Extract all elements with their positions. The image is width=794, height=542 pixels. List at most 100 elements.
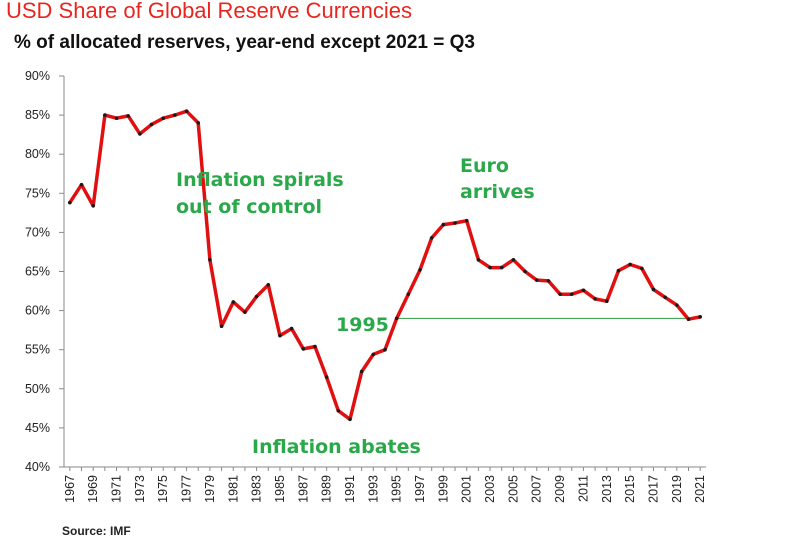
- data-point: [464, 218, 469, 223]
- y-tick-label: 60%: [25, 304, 50, 318]
- data-point: [289, 326, 294, 331]
- x-tick-label: 2021: [693, 475, 707, 503]
- x-tick-label: 1991: [343, 475, 357, 503]
- data-point: [558, 292, 562, 296]
- y-tick-label: 40%: [25, 460, 50, 474]
- data-point: [371, 352, 376, 357]
- x-tick-label: 1981: [226, 475, 240, 503]
- source-note: Source: IMF: [62, 524, 131, 538]
- data-point: [161, 116, 166, 121]
- x-tick-label: 2009: [553, 475, 567, 503]
- data-point: [488, 265, 492, 270]
- x-tick-label: 2019: [670, 475, 684, 503]
- data-point: [593, 297, 597, 301]
- data-point: [569, 292, 574, 296]
- data-point: [68, 200, 72, 205]
- data-point: [441, 222, 446, 227]
- data-point: [313, 344, 317, 349]
- x-tick-label: 1969: [86, 475, 100, 503]
- data-point: [406, 292, 411, 296]
- y-tick-label: 75%: [25, 186, 50, 200]
- data-point: [348, 417, 352, 422]
- data-point: [663, 295, 667, 300]
- data-point: [149, 122, 154, 127]
- data-point: [231, 300, 236, 304]
- data-point: [499, 265, 504, 270]
- data-point: [196, 121, 201, 125]
- data-point: [126, 114, 130, 118]
- x-tick-label: 1975: [156, 475, 170, 503]
- data-point: [184, 109, 189, 113]
- x-tick-label: 1971: [110, 475, 124, 503]
- x-tick-label: 2015: [623, 475, 637, 503]
- data-point: [266, 282, 271, 287]
- annotation-euro-arrives: arrives: [460, 181, 535, 203]
- data-point: [173, 113, 177, 117]
- annotation-inflation-abates: Inflation abates: [252, 436, 421, 458]
- x-tick-label: 2007: [530, 475, 544, 503]
- usd-share-line: [68, 109, 702, 422]
- data-point: [103, 113, 107, 117]
- data-point: [383, 347, 387, 352]
- x-tick-label: 1973: [133, 475, 147, 503]
- y-tick-label: 90%: [25, 69, 50, 83]
- x-tick-label: 1993: [366, 475, 380, 503]
- data-point: [675, 303, 679, 307]
- x-tick-label: 1995: [390, 475, 404, 503]
- data-point: [208, 257, 212, 262]
- chart-subtitle: % of allocated reserves, year-end except…: [14, 32, 476, 53]
- data-point: [476, 257, 481, 262]
- chart-title: USD Share of Global Reserve Currencies: [6, 0, 412, 23]
- data-point: [604, 299, 609, 304]
- data-point: [453, 221, 457, 225]
- data-point: [628, 262, 632, 267]
- data-point: [91, 204, 95, 208]
- x-tick-label: 1989: [320, 475, 334, 503]
- data-point: [278, 333, 282, 338]
- data-point: [79, 182, 84, 187]
- x-tick-label: 2001: [460, 475, 474, 503]
- x-tick-label: 2013: [600, 475, 614, 503]
- data-point: [429, 236, 434, 240]
- x-tick-label: 1985: [273, 475, 287, 503]
- data-point: [534, 278, 539, 282]
- annotation-inflation-spirals: out of control: [176, 196, 322, 218]
- y-tick-label: 70%: [25, 225, 50, 239]
- x-tick-label: 1979: [203, 475, 217, 503]
- y-tick-label: 85%: [25, 108, 50, 122]
- data-point: [651, 287, 656, 292]
- annotation-1995: 1995: [336, 314, 389, 336]
- x-tick-label: 2017: [646, 475, 660, 503]
- data-point: [394, 316, 399, 321]
- x-tick-label: 2005: [506, 475, 520, 503]
- data-point: [254, 294, 259, 299]
- y-tick-label: 80%: [25, 147, 50, 161]
- data-point: [138, 132, 142, 136]
- x-tick-label: 2011: [576, 475, 590, 502]
- y-tick-label: 55%: [25, 343, 50, 357]
- data-point: [243, 310, 247, 314]
- data-point: [581, 288, 586, 293]
- data-point: [301, 347, 306, 351]
- data-point: [324, 375, 329, 379]
- data-point: [418, 268, 422, 272]
- x-tick-label: 1999: [436, 475, 450, 503]
- y-tick-label: 50%: [25, 382, 50, 396]
- x-tick-label: 1997: [413, 475, 427, 503]
- annotation-euro-arrives: Euro: [460, 155, 509, 177]
- data-point: [640, 266, 644, 271]
- x-tick-label: 2003: [483, 475, 497, 503]
- y-tick-label: 45%: [25, 421, 50, 435]
- x-tick-label: 1977: [180, 475, 194, 503]
- x-tick-label: 1983: [250, 475, 264, 503]
- data-point: [546, 279, 551, 283]
- data-point: [523, 269, 527, 274]
- x-tick-label: 1987: [296, 475, 310, 503]
- data-point: [219, 324, 224, 329]
- data-point: [616, 268, 621, 273]
- data-point: [114, 116, 119, 121]
- y-tick-label: 65%: [25, 265, 50, 279]
- data-point: [336, 408, 341, 413]
- data-point: [511, 257, 516, 262]
